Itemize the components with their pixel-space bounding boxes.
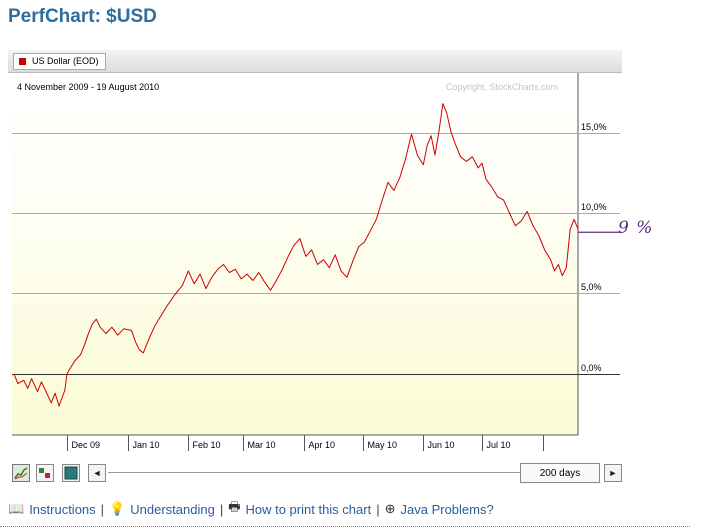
date-range-label: 4 November 2009 - 19 August 2010 — [17, 82, 160, 92]
page-title: PerfChart: $USD — [8, 6, 157, 27]
lifebuoy-icon: ⊕ — [384, 501, 396, 516]
copyright-label: Copyright, StockCharts.com — [446, 82, 559, 92]
x-tick-label: Jun 10 — [427, 440, 455, 450]
footer-divider — [0, 526, 690, 528]
book-icon: 📖 — [8, 501, 25, 516]
lightbulb-icon: 💡 — [109, 501, 126, 516]
plot-area[interactable]: 4 November 2009 - 19 August 2010 Copyrig… — [8, 73, 622, 458]
chart-svg — [12, 73, 622, 451]
x-tick-label: Jul 10 — [486, 440, 511, 450]
y-tick-label: 0,0% — [581, 362, 602, 373]
x-tick-label: Mar 10 — [247, 440, 276, 450]
bar-chart-button[interactable] — [36, 464, 54, 482]
chart-controls: ◄ 200 days ► — [12, 463, 624, 485]
scroll-left-button[interactable]: ◄ — [88, 464, 106, 482]
link-instructions[interactable]: 📖 Instructions — [8, 501, 96, 517]
x-tick-label: Jan 10 — [132, 440, 160, 450]
series-line-usd — [13, 103, 579, 407]
link-java-problems[interactable]: ⊕ Java Problems? — [385, 501, 494, 517]
days-dropdown[interactable]: 200 days — [520, 463, 600, 483]
chart-line-icon — [14, 467, 28, 480]
link-separator: | — [219, 501, 224, 517]
timeline-track[interactable] — [108, 472, 520, 473]
x-tick-label: May 10 — [367, 440, 398, 450]
legend-tab-bar: US Dollar (EOD) — [8, 50, 622, 73]
line-chart-button[interactable] — [12, 464, 30, 482]
x-tick-label: Feb 10 — [192, 440, 221, 450]
chart-area-icon — [64, 466, 78, 480]
link-label: Understanding — [130, 501, 215, 517]
x-tick-label: Apr 10 — [308, 440, 336, 450]
link-label: Instructions — [29, 501, 96, 517]
link-separator: | — [100, 501, 105, 517]
legend-item-usd[interactable]: US Dollar (EOD) — [13, 53, 106, 70]
link-how-to-print-this-chart[interactable]: 🖶 How to print this chart — [228, 498, 371, 520]
link-label: Java Problems? — [400, 501, 494, 517]
handwritten-annotation: 9 % — [618, 218, 654, 238]
scroll-right-button[interactable]: ► — [604, 464, 622, 482]
y-tick-label: 5,0% — [581, 281, 602, 292]
x-tick-label: Dec 09 — [71, 440, 101, 450]
area-chart-button[interactable] — [62, 464, 80, 482]
help-links: 📖 Instructions | 💡 Understanding | 🖶 How to pri… — [8, 498, 494, 520]
y-tick-label: 10,0% — [581, 201, 607, 212]
legend-swatch — [19, 58, 26, 65]
printer-icon: 🖶 — [228, 499, 241, 514]
link-label: How to print this chart — [245, 501, 372, 517]
link-understanding[interactable]: 💡 Understanding — [109, 501, 215, 517]
perfchart-panel: US Dollar (EOD) 4 November 2009 - 19 Aug… — [8, 50, 622, 458]
chart-bar-icon — [39, 468, 50, 478]
plot-background — [12, 73, 578, 435]
legend-label: US Dollar (EOD) — [32, 56, 99, 66]
link-separator: | — [376, 501, 380, 517]
y-tick-label: 15,0% — [581, 121, 607, 132]
